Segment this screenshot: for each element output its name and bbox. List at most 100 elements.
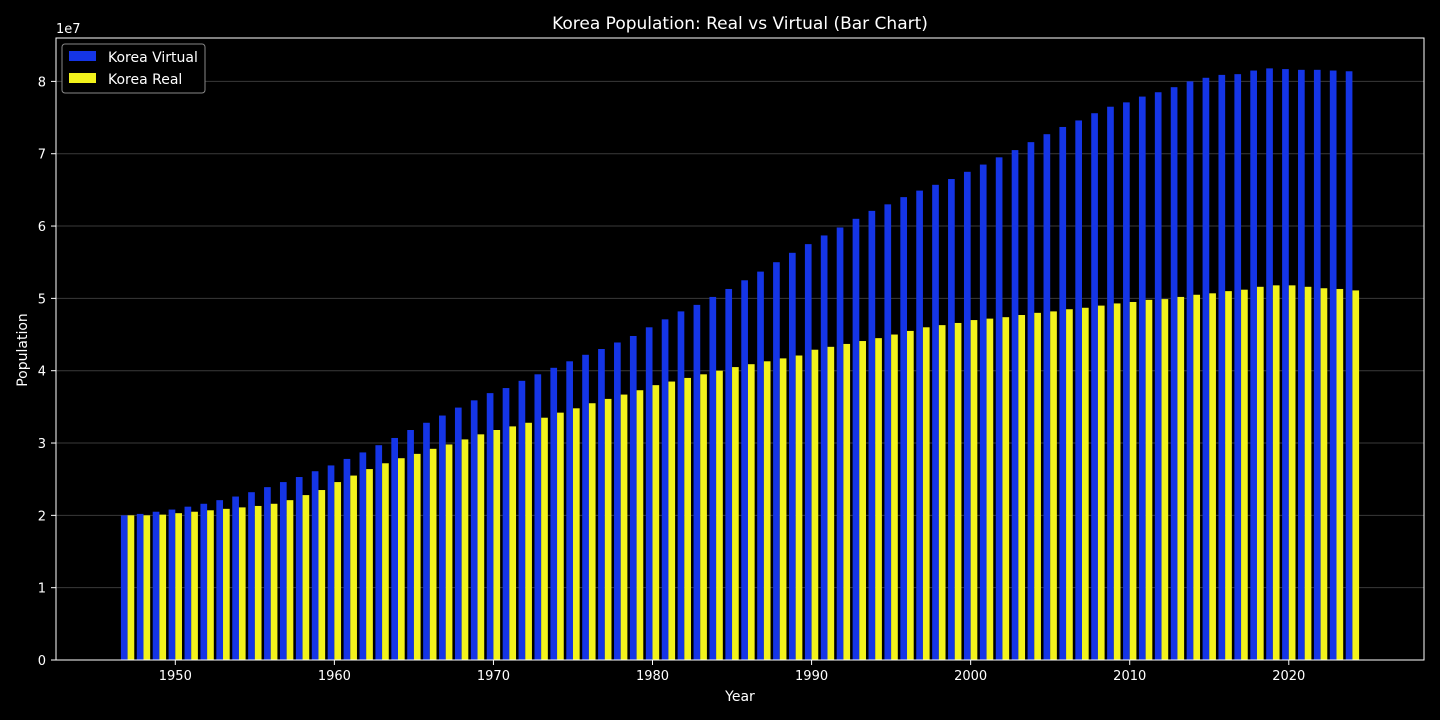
- plot-frame: [55, 37, 1425, 661]
- bar-korea-real-1952: [207, 510, 214, 660]
- bar-korea-virtual-2015: [1202, 77, 1210, 660]
- bar-korea-virtual-1965: [407, 430, 414, 660]
- bar-korea-real-2001: [986, 318, 994, 660]
- bar-korea-real-1985: [732, 367, 739, 660]
- bar-korea-virtual-1997: [916, 190, 923, 661]
- bar-korea-virtual-1975: [566, 361, 573, 660]
- bar-korea-virtual-2020: [1282, 69, 1289, 661]
- bar-korea-virtual-2012: [1154, 92, 1162, 661]
- bar-korea-real-2024: [1352, 290, 1360, 660]
- bar-korea-real-2019: [1272, 285, 1280, 660]
- x-tick-label: 1980: [636, 669, 669, 684]
- bar-korea-real-1983: [700, 374, 707, 660]
- bar-korea-real-1992: [843, 343, 851, 660]
- bar-korea-virtual-1968: [454, 407, 462, 660]
- bar-korea-real-1967: [445, 444, 453, 660]
- bar-korea-virtual-1980: [645, 327, 653, 660]
- bar-korea-virtual-2005: [1043, 134, 1051, 660]
- bar-korea-real-1959: [318, 490, 326, 660]
- bar-korea-virtual-1966: [423, 422, 430, 660]
- bar-korea-virtual-2004: [1027, 142, 1035, 660]
- bar-korea-virtual-1991: [820, 235, 828, 660]
- bar-korea-real-1971: [509, 426, 517, 660]
- bar-korea-real-2018: [1256, 286, 1264, 660]
- bar-korea-real-1978: [620, 394, 628, 660]
- y-tick-label: 8: [38, 75, 46, 90]
- bar-korea-real-2014: [1193, 294, 1201, 660]
- bar-korea-real-1969: [477, 434, 485, 660]
- bar-korea-virtual-1973: [534, 374, 542, 660]
- bar-korea-real-2021: [1304, 286, 1312, 660]
- bar-korea-real-2022: [1320, 288, 1328, 660]
- bar-korea-virtual-1998: [932, 184, 939, 660]
- bar-korea-virtual-1963: [375, 445, 383, 660]
- bar-korea-virtual-1983: [693, 304, 701, 660]
- y-axis-ticks: 0 1 2 3 4 5 6 7 8: [38, 75, 56, 669]
- bar-korea-real-2007: [1082, 307, 1089, 660]
- bar-korea-real-1982: [684, 377, 692, 660]
- bar-korea-real-1947: [127, 515, 135, 660]
- bar-korea-virtual-1988: [773, 262, 780, 660]
- bar-korea-real-1975: [572, 408, 580, 660]
- bar-korea-virtual-1958: [295, 477, 303, 660]
- y-axis-label: Population: [15, 313, 31, 387]
- y-tick-label: 6: [38, 220, 46, 235]
- bar-korea-real-1988: [779, 358, 787, 660]
- bar-korea-virtual-1954: [232, 496, 239, 660]
- bar-korea-virtual-2001: [979, 164, 987, 660]
- bar-korea-virtual-2022: [1313, 69, 1321, 660]
- legend: Korea Virtual Korea Real: [61, 43, 206, 94]
- bar-korea-virtual-1961: [343, 458, 351, 660]
- y-tick-label: 7: [38, 148, 46, 163]
- bar-korea-real-2002: [1002, 317, 1010, 660]
- bar-korea-real-1976: [588, 403, 596, 660]
- bar-korea-real-2010: [1129, 301, 1137, 660]
- bar-korea-virtual-2006: [1059, 126, 1067, 660]
- bar-korea-virtual-1971: [502, 388, 510, 660]
- bar-korea-virtual-1952: [200, 503, 208, 660]
- bar-korea-virtual-2023: [1329, 70, 1337, 661]
- bar-korea-virtual-1992: [836, 227, 844, 661]
- bar-korea-real-1949: [159, 514, 167, 660]
- bar-korea-virtual-1957: [279, 482, 287, 660]
- x-tick-label: 2020: [1272, 669, 1305, 684]
- bar-korea-real-2023: [1336, 288, 1344, 660]
- bar-korea-virtual-2017: [1234, 74, 1242, 660]
- bar-korea-virtual-2019: [1266, 68, 1273, 660]
- bar-korea-real-1955: [254, 505, 262, 660]
- x-tick-label: 1950: [159, 669, 192, 684]
- series-korea-real: [127, 285, 1360, 660]
- chart-title: Korea Population: Real vs Virtual (Bar C…: [552, 14, 928, 34]
- bar-korea-real-1987: [763, 361, 771, 660]
- bar-korea-real-1991: [827, 346, 835, 660]
- legend-swatch-korea-virtual: [69, 51, 96, 61]
- bar-korea-real-1990: [811, 349, 819, 660]
- bar-korea-virtual-1986: [741, 280, 748, 660]
- x-tick-label: 1990: [795, 669, 828, 684]
- bar-korea-virtual-2024: [1345, 71, 1353, 660]
- bar-korea-real-1977: [604, 398, 612, 660]
- bar-korea-virtual-1950: [168, 509, 176, 660]
- bar-korea-real-1968: [461, 439, 469, 660]
- bar-korea-real-1986: [747, 364, 755, 660]
- bar-korea-real-2013: [1177, 296, 1185, 660]
- bar-korea-real-2011: [1145, 299, 1153, 660]
- bar-korea-real-2003: [1018, 315, 1026, 660]
- bar-korea-virtual-1989: [788, 252, 796, 660]
- y-tick-label: 0: [38, 654, 46, 669]
- bar-korea-real-1970: [493, 430, 501, 660]
- bar-korea-real-1974: [557, 412, 564, 660]
- bar-korea-virtual-2003: [1011, 150, 1019, 660]
- bar-korea-virtual-1949: [152, 511, 160, 660]
- y-tick-label: 4: [38, 365, 46, 380]
- bar-korea-virtual-2016: [1218, 74, 1226, 660]
- bar-korea-virtual-1964: [391, 437, 398, 660]
- x-tick-label: 2000: [954, 669, 987, 684]
- bar-korea-virtual-1947: [120, 515, 128, 660]
- x-axis-label: Year: [724, 689, 755, 705]
- bar-korea-real-1948: [143, 515, 151, 660]
- bar-korea-real-1972: [525, 422, 532, 660]
- bar-korea-real-2012: [1161, 299, 1169, 660]
- bar-korea-real-1951: [191, 511, 198, 660]
